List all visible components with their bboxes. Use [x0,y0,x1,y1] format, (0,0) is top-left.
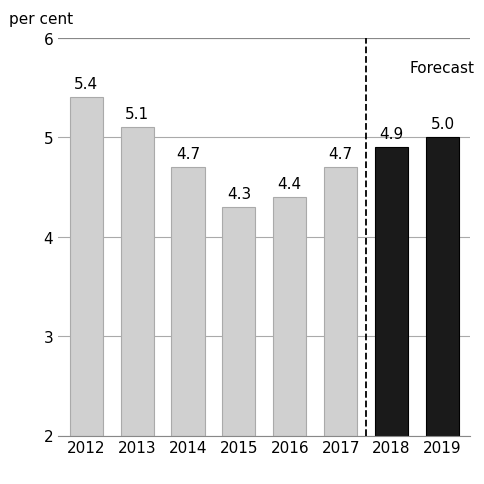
Text: 5.4: 5.4 [74,77,98,92]
Text: 4.4: 4.4 [277,177,301,192]
Text: 4.3: 4.3 [227,186,251,201]
Text: 4.7: 4.7 [176,147,199,162]
Text: 4.7: 4.7 [328,147,352,162]
Bar [70,98,103,436]
Bar [222,208,255,436]
Bar [121,128,153,436]
Bar [323,168,357,436]
Text: per cent: per cent [9,12,73,27]
Text: 5.1: 5.1 [125,107,149,122]
Text: Forecast: Forecast [409,61,474,76]
Bar [374,148,407,436]
Bar [425,138,458,436]
Text: 5.0: 5.0 [429,117,454,132]
Text: 4.9: 4.9 [378,127,403,142]
Bar [272,197,306,436]
Bar [171,168,204,436]
